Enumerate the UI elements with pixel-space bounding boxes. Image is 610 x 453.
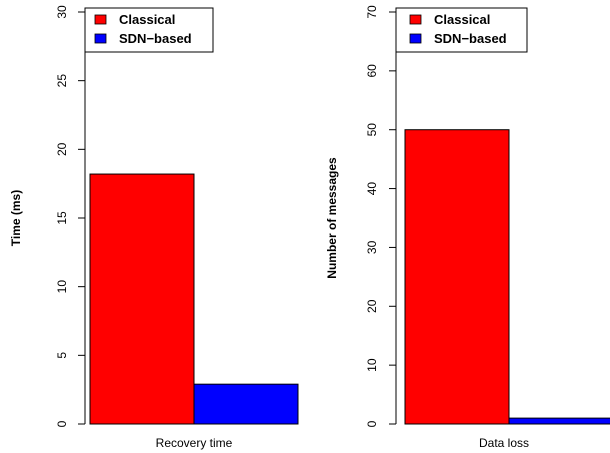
- y-tick-label: 0: [55, 420, 69, 427]
- legend-label-sdn: SDN−based: [434, 31, 507, 46]
- y-tick-label: 20: [55, 142, 69, 156]
- legend-label-sdn: SDN−based: [119, 31, 192, 46]
- y-axis-ticks: 0 5 10 15 20 25 30: [55, 5, 85, 427]
- data-loss-panel: 0 10 20 30 40 50 60 70 Number of messages Data …: [325, 5, 610, 450]
- y-tick-label: 30: [365, 240, 379, 254]
- y-tick-label: 5: [55, 352, 69, 359]
- y-tick-label: 20: [365, 299, 379, 313]
- y-tick-label: 15: [55, 211, 69, 225]
- bar-classical: [404, 129, 510, 425]
- y-axis-title: Number of messages: [325, 157, 339, 279]
- bar-sdn-based: [508, 417, 610, 425]
- legend-box: [84, 7, 214, 53]
- y-tick-label: 50: [365, 123, 379, 137]
- legend: Classical SDN−based: [395, 7, 528, 53]
- y-axis-ticks: 0 10 20 30 40 50 60 70: [365, 5, 396, 427]
- y-tick-label: 60: [365, 64, 379, 78]
- y-axis-title: Time (ms): [9, 190, 23, 246]
- legend-swatch-classical: [409, 14, 422, 25]
- bars: [404, 129, 610, 425]
- y-tick-label: 10: [365, 358, 379, 372]
- legend: Classical SDN−based: [84, 7, 214, 53]
- y-tick-label: 0: [365, 420, 379, 427]
- recovery-time-panel: 0 5 10 15 20 25 30 Time (ms) Recovery time Cla…: [9, 5, 299, 450]
- y-tick-label: 40: [365, 182, 379, 196]
- category-label: Recovery time: [156, 436, 233, 450]
- bar-classical: [89, 173, 195, 425]
- y-tick-label: 30: [55, 5, 69, 19]
- legend-swatch-sdn: [409, 33, 422, 44]
- y-tick-label: 70: [365, 5, 379, 19]
- legend-label-classical: Classical: [434, 12, 490, 27]
- legend-label-classical: Classical: [119, 12, 175, 27]
- y-tick-label: 25: [55, 74, 69, 88]
- category-label: Data loss: [479, 436, 529, 450]
- y-tick-label: 10: [55, 280, 69, 294]
- legend-swatch-sdn: [94, 33, 107, 44]
- bar-sdn-based: [193, 383, 299, 425]
- legend-swatch-classical: [94, 14, 107, 25]
- bars: [89, 173, 299, 425]
